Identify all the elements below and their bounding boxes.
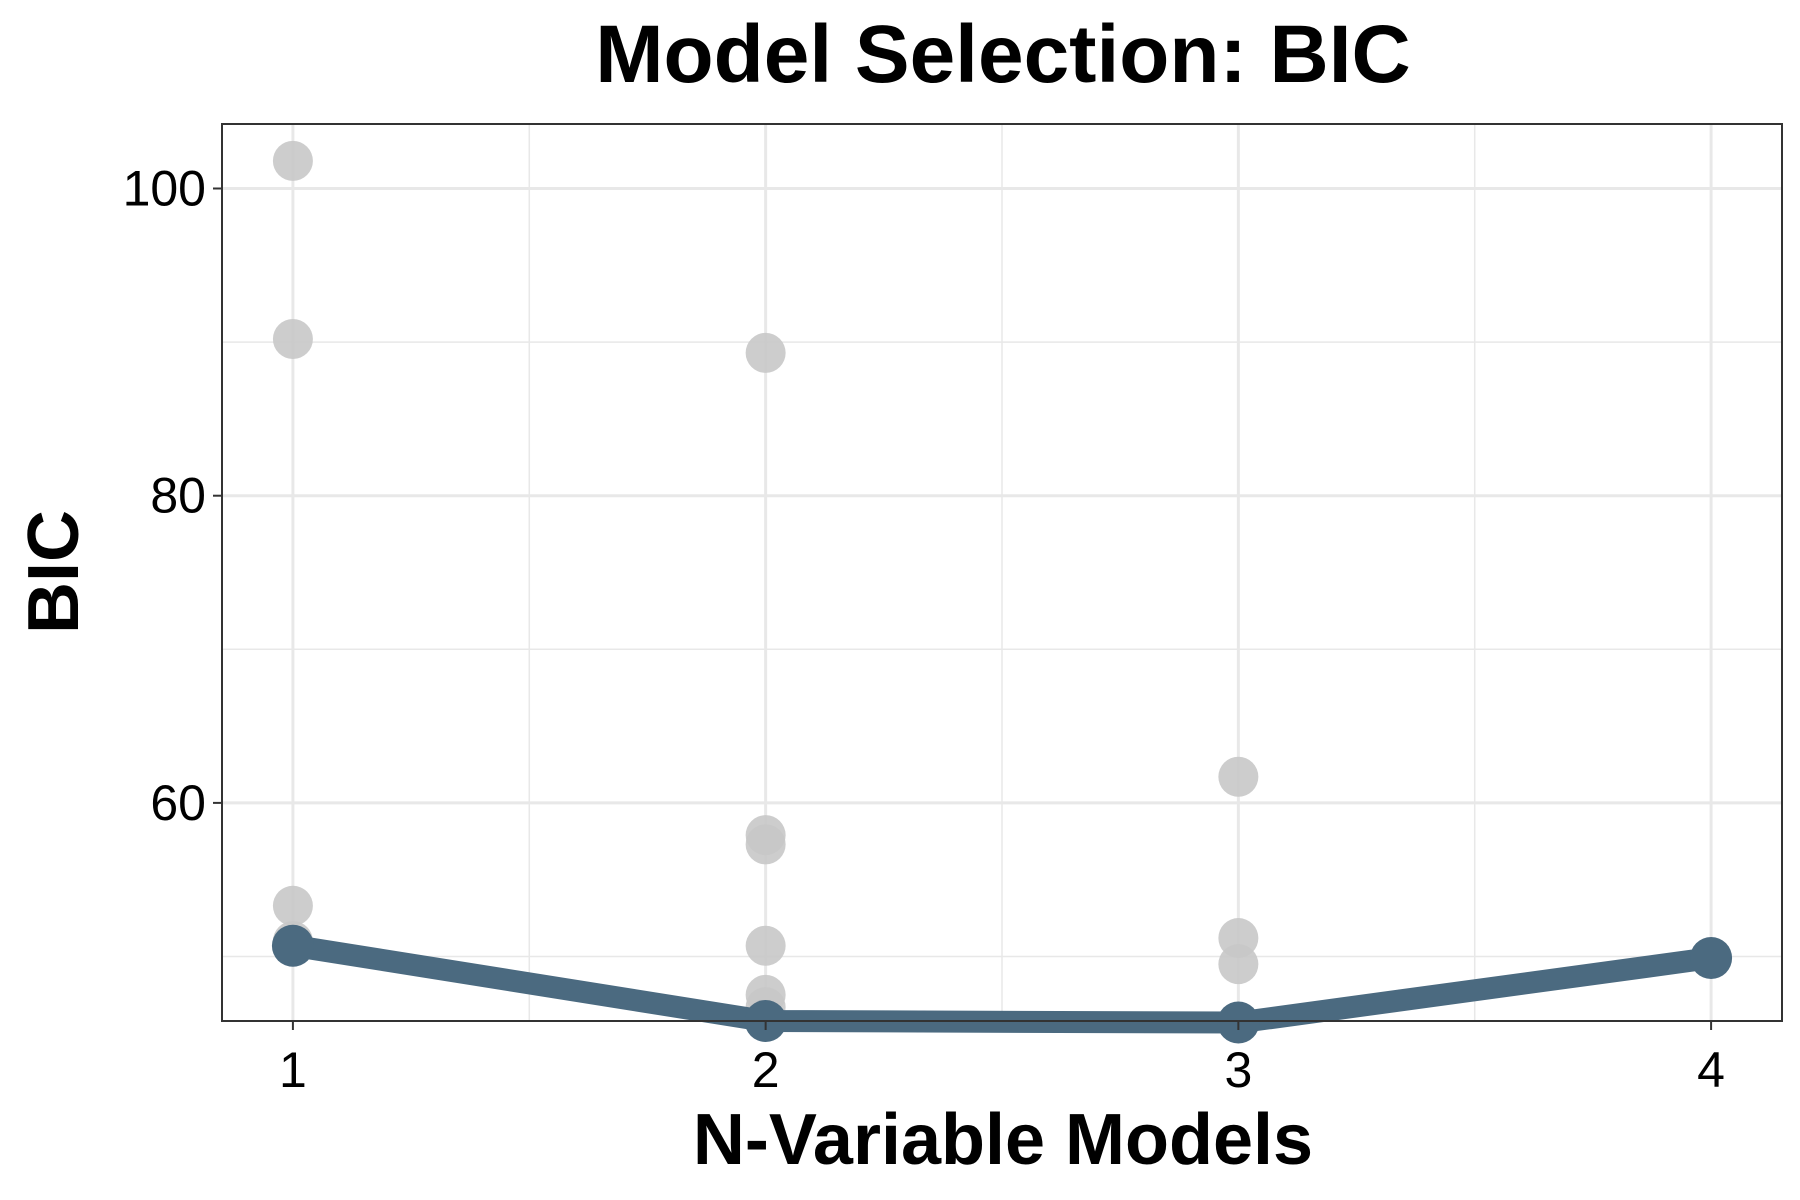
x-tick-label: 1 [279, 1042, 307, 1098]
y-tick-label: 100 [123, 161, 206, 217]
y-axis-title: BIC [14, 510, 94, 634]
y-tick-label: 80 [150, 468, 206, 524]
x-tick-label: 2 [752, 1042, 780, 1098]
grid-layer [222, 124, 1782, 1021]
best-model-point [271, 924, 314, 967]
panel-border [221, 123, 1783, 1022]
candidate-point [1218, 944, 1259, 985]
candidate-point [745, 925, 786, 966]
y-tick-label: 60 [150, 775, 206, 831]
chart-title: Model Selection: BIC [595, 9, 1411, 100]
candidate-point [272, 319, 313, 360]
candidate-point [745, 332, 786, 373]
x-tick-label: 3 [1224, 1042, 1252, 1098]
x-axis-title: N-Variable Models [693, 1100, 1313, 1180]
candidate-point [745, 824, 786, 865]
candidate-point [272, 140, 313, 181]
axis-ticks: 1 2 3 4 60 80 100 [123, 161, 1725, 1098]
best-model-point [1690, 937, 1733, 980]
candidate-point [272, 885, 313, 926]
x-tick-label: 4 [1697, 1042, 1725, 1098]
candidate-point [1218, 756, 1259, 797]
